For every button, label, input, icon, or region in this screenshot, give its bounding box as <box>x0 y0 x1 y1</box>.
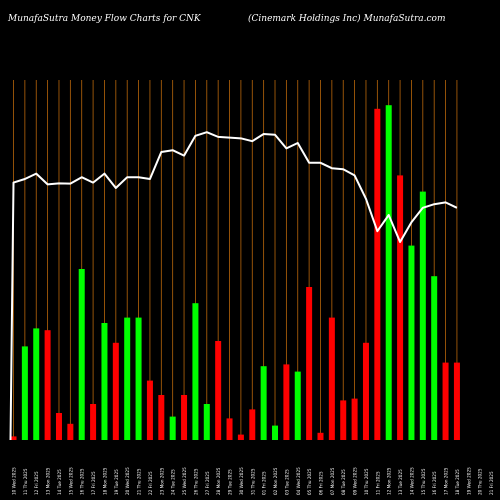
bar <box>453 362 460 440</box>
x-tick-label: 20 Wed 2025 <box>125 467 130 495</box>
x-tick-label: 05 Thu 2025 <box>307 468 312 495</box>
bar <box>385 105 392 440</box>
money-flow-line <box>9 131 458 441</box>
bar <box>328 317 335 440</box>
x-tick-label: 30 Wed 2025 <box>239 467 244 495</box>
x-tick-label: 27 Fri 2025 <box>205 471 210 495</box>
bar <box>249 409 256 440</box>
x-tick-label: 13 Tue 2025 <box>398 469 403 495</box>
chart-title: MunafaSutra Money Flow Charts for CNK <box>8 14 201 24</box>
bar <box>10 436 17 440</box>
bar <box>260 366 267 440</box>
x-tick-label: 12 Mon 2025 <box>387 467 392 495</box>
x-tick-label: 25 Wed 2025 <box>182 467 187 495</box>
x-tick-label: 03 Tue 2025 <box>284 469 289 495</box>
x-axis-labels: 10 Wed 2025 11 Thu 2025 12 Fri 2025 13 Mon … <box>12 467 495 495</box>
bar <box>67 423 74 440</box>
x-tick-label: 13 Mon 2025 <box>46 467 51 495</box>
x-tick-label: 11 Thu 2025 <box>23 468 28 495</box>
bar <box>351 398 358 440</box>
bar <box>158 395 165 440</box>
bar <box>317 432 324 440</box>
x-tick-label: 11 Fri 2025 <box>375 471 380 495</box>
x-tick-label: 02 Mon 2025 <box>273 467 278 495</box>
bar <box>397 175 404 440</box>
bar <box>306 287 313 440</box>
x-tick-label: 07 Mon 2025 <box>330 467 335 495</box>
bar <box>442 362 449 440</box>
x-tick-label: 28 Mon 2025 <box>216 467 221 495</box>
x-tick-label: 14 Tue 2025 <box>57 469 62 495</box>
x-tick-label: 16 Thu 2025 <box>80 468 85 495</box>
x-tick-label: 23 Mon 2025 <box>159 467 164 495</box>
bar <box>192 303 199 440</box>
x-tick-label: 19 Tue 2025 <box>114 469 119 495</box>
x-tick-label: 21 Thu 2025 <box>137 468 142 495</box>
x-tick-label: 06 Fri 2025 <box>318 471 323 495</box>
bar <box>78 269 85 440</box>
bar <box>431 276 438 440</box>
x-tick-label: 19 Wed 2025 <box>466 467 471 495</box>
bar <box>181 395 188 440</box>
x-tick-label: 18 Mon 2025 <box>102 467 107 495</box>
x-tick-label: 16 Fri 2025 <box>432 471 437 495</box>
bar <box>146 380 153 440</box>
line-layer <box>9 131 458 441</box>
bar <box>124 317 131 440</box>
x-tick-label: 31 Thu 2025 <box>250 468 255 495</box>
bar <box>135 317 142 440</box>
bar <box>408 245 415 440</box>
bar <box>90 404 97 440</box>
x-tick-label: 24 Tue 2025 <box>171 469 176 495</box>
bar <box>55 413 62 440</box>
bar <box>419 191 426 440</box>
x-tick-label: 10 Wed 2025 <box>12 467 17 495</box>
x-tick-label: 22 Fri 2025 <box>148 471 153 495</box>
bar <box>294 371 301 440</box>
bar <box>112 342 119 440</box>
bar <box>169 416 176 440</box>
bar <box>283 364 290 440</box>
x-tick-label: 21 Fri 2025 <box>489 471 494 495</box>
x-tick-label: 15 Thu 2025 <box>421 468 426 495</box>
bar <box>21 346 28 440</box>
x-tick-label: 20 Thu 2025 <box>478 468 483 495</box>
bar <box>340 400 347 440</box>
bar <box>33 328 40 440</box>
x-tick-label: 14 Wed 2025 <box>409 467 414 495</box>
bar <box>215 341 222 440</box>
bar <box>101 323 108 440</box>
x-tick-label: 08 Tue 2025 <box>341 469 346 495</box>
x-tick-label: 18 Tue 2025 <box>455 469 460 495</box>
x-tick-label: 04 Wed 2025 <box>296 467 301 495</box>
bar <box>226 418 233 440</box>
bar <box>362 342 369 440</box>
bar <box>237 434 244 440</box>
bar <box>44 330 51 440</box>
x-tick-label: 12 Fri 2025 <box>34 471 39 495</box>
bar <box>272 425 279 440</box>
x-tick-label: 17 Fri 2025 <box>91 471 96 495</box>
x-tick-label: 15 Wed 2025 <box>68 467 73 495</box>
x-tick-label: 26 Thu 2025 <box>193 468 198 495</box>
x-tick-label: 09 Wed 2025 <box>353 467 358 495</box>
bar <box>374 108 381 441</box>
x-tick-label: 29 Tue 2025 <box>228 469 233 495</box>
x-tick-label: 17 Mon 2025 <box>444 467 449 495</box>
chart-subtitle: (Cinemark Holdings Inc) MunafaSutra.com <box>248 14 446 24</box>
bar-layer <box>10 105 460 441</box>
bar <box>203 404 210 440</box>
x-tick-label: 01 Fri 2025 <box>262 471 267 495</box>
x-tick-label: 10 Thu 2025 <box>364 468 369 495</box>
